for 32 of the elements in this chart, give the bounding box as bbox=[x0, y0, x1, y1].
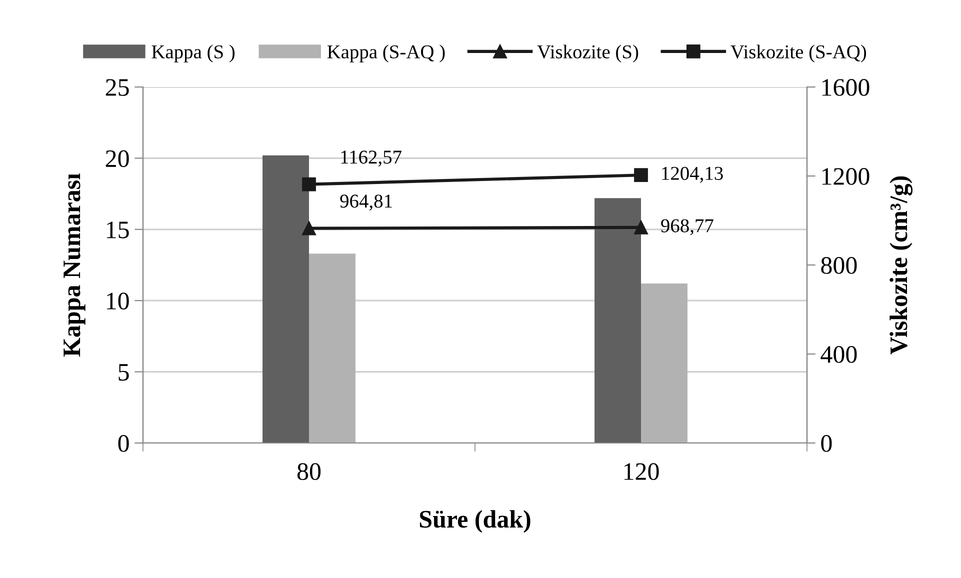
point bbox=[302, 177, 316, 192]
y-tick-label: 10 bbox=[107, 292, 129, 310]
bar bbox=[309, 254, 356, 443]
point bbox=[302, 221, 316, 236]
y-tick-label: 20 bbox=[106, 150, 129, 168]
y2-tick-label: 0 bbox=[821, 435, 832, 452]
legend-label: Viskozite (S) bbox=[537, 44, 638, 62]
y2-axis-title: Viskozite (cm³/g) bbox=[890, 176, 913, 354]
data-label: 968,77 bbox=[661, 219, 714, 236]
point bbox=[634, 220, 648, 234]
bar bbox=[262, 155, 309, 443]
bar bbox=[594, 198, 641, 443]
y-tick-label: 0 bbox=[118, 435, 129, 452]
y2-tick-label: 1200 bbox=[822, 168, 870, 185]
y-tick-label: 5 bbox=[118, 364, 129, 381]
y2-tick-label: 1600 bbox=[822, 79, 870, 96]
legend-label: Kappa (S ) bbox=[152, 44, 235, 62]
x-tick-label: 80 bbox=[297, 463, 321, 480]
legend-label: Kappa (S-AQ ) bbox=[327, 44, 445, 62]
legend-label: Viskozite (S-AQ) bbox=[730, 44, 866, 62]
point bbox=[634, 168, 648, 182]
x-tick-label: 120 bbox=[624, 463, 659, 480]
data-label: 1162,57 bbox=[341, 150, 402, 167]
y-tick-label: 15 bbox=[107, 222, 129, 238]
y-axis-title: Kappa Numarası bbox=[64, 173, 86, 357]
y2-tick-label: 400 bbox=[820, 346, 857, 363]
bar bbox=[641, 284, 688, 443]
data-label: 964,81 bbox=[340, 194, 392, 211]
y-tick-label: 25 bbox=[106, 79, 129, 96]
x-axis-title: Süre (dak) bbox=[420, 510, 530, 533]
y2-tick-label: 800 bbox=[821, 257, 857, 274]
data-label: 1204,13 bbox=[662, 166, 723, 183]
